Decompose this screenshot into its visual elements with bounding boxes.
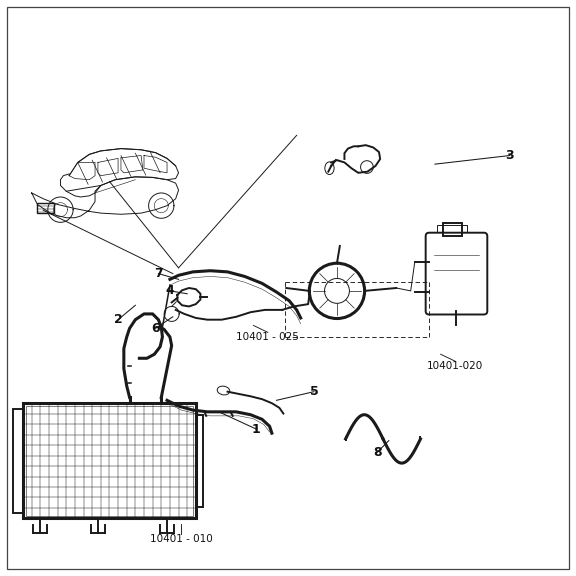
Bar <box>443 223 462 236</box>
Bar <box>26 406 193 516</box>
Bar <box>23 403 196 518</box>
Bar <box>37 203 54 213</box>
Bar <box>437 225 467 232</box>
Text: 10401 - 010: 10401 - 010 <box>150 533 213 544</box>
Text: 3: 3 <box>506 149 514 162</box>
Text: 1: 1 <box>252 423 261 435</box>
Bar <box>196 415 203 507</box>
Text: 2: 2 <box>113 313 123 326</box>
Text: 6: 6 <box>151 322 160 335</box>
Text: 5: 5 <box>309 385 319 398</box>
Text: 4: 4 <box>165 285 175 297</box>
Text: 10401 - 025: 10401 - 025 <box>236 332 300 342</box>
Bar <box>13 409 23 513</box>
Text: 10401-020: 10401-020 <box>427 361 483 371</box>
Text: 7: 7 <box>154 267 163 280</box>
Text: 8: 8 <box>373 446 381 458</box>
